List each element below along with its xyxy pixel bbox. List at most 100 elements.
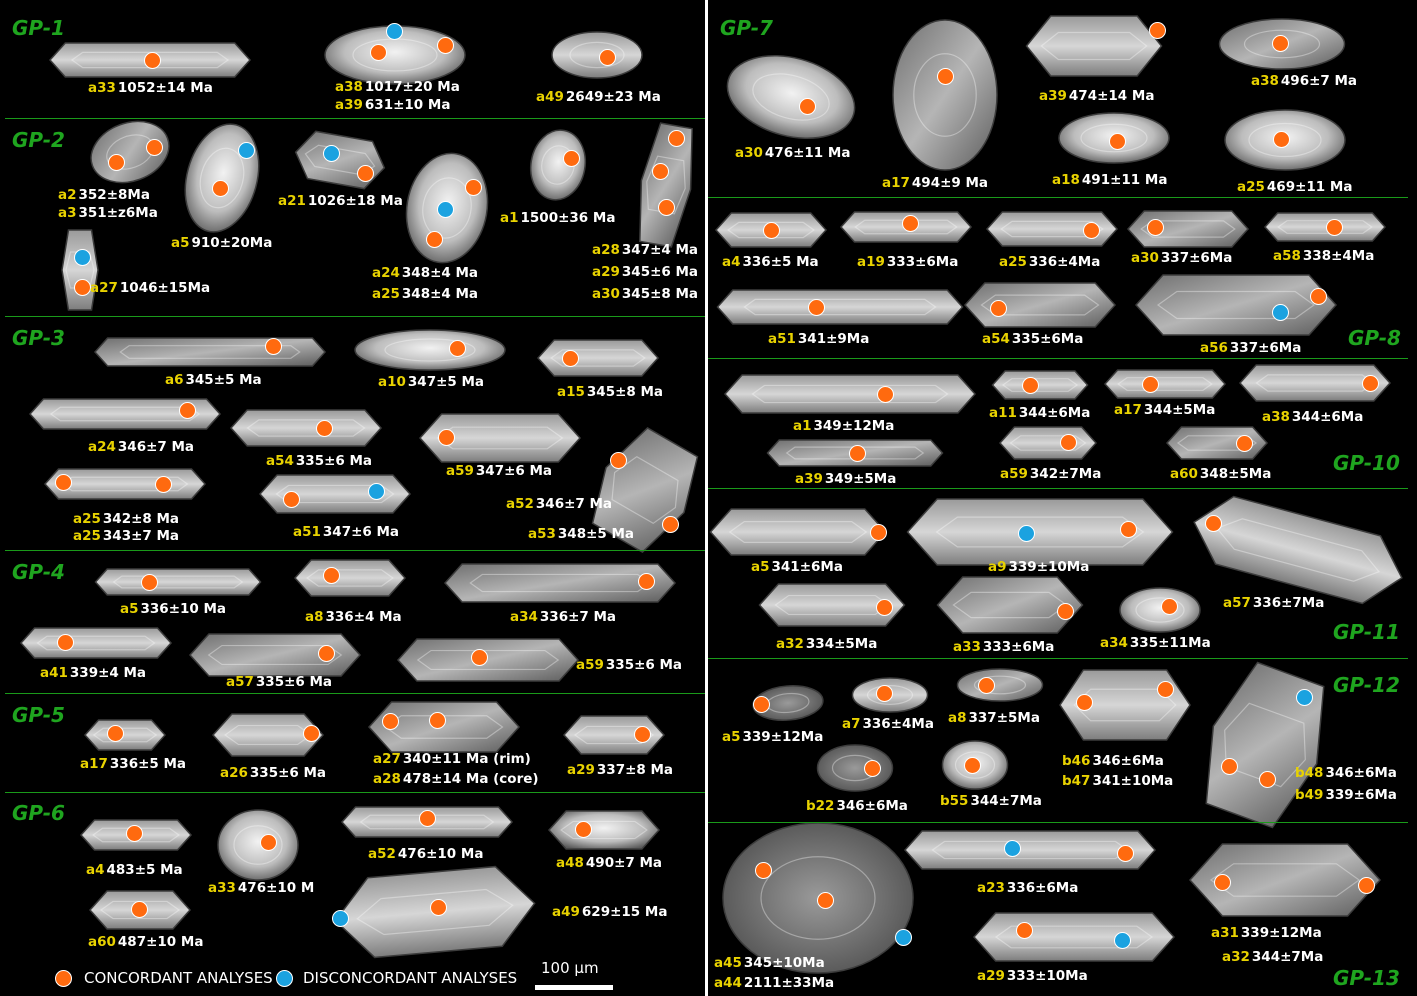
concordant-analysis-spot: [848, 444, 866, 462]
analysis-id: a8: [948, 710, 967, 726]
zircon-grain: [1134, 274, 1338, 336]
discordant-analysis-spot: [367, 482, 385, 500]
group-separator: [708, 658, 1408, 659]
analysis-id: a59: [576, 657, 604, 673]
concordant-analysis-spot: [1156, 680, 1174, 698]
analysis-id: a34: [1100, 635, 1128, 651]
analysis-id: a26: [220, 765, 248, 781]
concordant-analysis-spot: [754, 861, 772, 879]
analysis-id: a29: [567, 762, 595, 778]
zircon-grain: [816, 744, 894, 792]
analysis-age: 344±6Ma: [1018, 405, 1091, 421]
analysis-age: 336±6Ma: [1006, 880, 1079, 896]
age-label: a26 335±6 Ma: [220, 765, 326, 781]
analysis-age: 334±5Ma: [805, 636, 878, 652]
discordant-analysis-spot: [331, 909, 349, 927]
age-label: a39 474±14 Ma: [1039, 89, 1154, 104]
age-label: a30 476±11 Ma: [735, 145, 851, 161]
group-label-gp-8: GP-8: [1348, 326, 1401, 350]
age-label: a28 478±14 Ma (core): [373, 772, 539, 787]
analysis-age: 476±10 Ma: [397, 846, 484, 862]
concordant-analysis-spot: [369, 43, 387, 61]
age-label: a49 629±15 Ma: [552, 904, 667, 920]
age-label: a41 339±4 Ma: [40, 665, 147, 681]
analysis-age: 346±6Ma: [1092, 753, 1164, 769]
zircon-grain: [1263, 212, 1387, 242]
analysis-id: a29: [977, 968, 1005, 984]
concordant-analysis-spot: [936, 67, 954, 85]
analysis-age: 336±7 Ma: [539, 609, 617, 625]
analysis-age: 336±4Ma: [862, 716, 934, 732]
concordant-analysis-spot: [145, 138, 163, 156]
analysis-age: 336±4 Ma: [325, 609, 402, 625]
analysis-id: a17: [882, 175, 910, 191]
age-label: a57 335±6 Ma: [226, 675, 332, 690]
concordant-analysis-spot: [448, 339, 466, 357]
concordant-analysis-spot: [106, 724, 124, 742]
age-label: a38 344±6Ma: [1262, 410, 1363, 425]
concordant-analysis-spot: [562, 149, 580, 167]
analysis-age: 333±6Ma: [982, 639, 1055, 655]
analysis-age: 1026±18 Ma: [307, 193, 403, 209]
age-label: a25 348±4 Ma: [372, 286, 479, 302]
analysis-age: 342±8 Ma: [102, 511, 180, 527]
concordant-analysis-spot: [1148, 21, 1166, 39]
analysis-id: a49: [552, 904, 580, 920]
age-label: a5 341±6Ma: [751, 559, 843, 575]
group-label-gp-10: GP-10: [1333, 451, 1400, 475]
group-label-gp-6: GP-6: [12, 801, 65, 825]
concordant-legend-label: CONCORDANT ANALYSES: [84, 969, 273, 987]
zircon-grain: [1025, 15, 1163, 77]
concordant-analysis-spot: [807, 298, 825, 316]
discordant-analysis-spot: [322, 144, 340, 162]
age-label: a21 1026±18 Ma: [278, 193, 403, 209]
analysis-age: 348±5Ma: [1199, 466, 1272, 482]
analysis-age: 345±5 Ma: [185, 372, 262, 388]
analysis-id: a18: [1052, 172, 1080, 188]
age-label: a39 349±5Ma: [795, 472, 896, 487]
zircon-grain: [354, 329, 506, 371]
analysis-id: a30: [1131, 250, 1159, 266]
concordant-analysis-spot: [425, 230, 443, 248]
analysis-id: a4: [722, 254, 741, 270]
age-label: a3 351±z6Ma: [58, 206, 158, 221]
discordant-analysis-spot: [73, 248, 91, 266]
age-label: a28 347±4 Ma: [592, 242, 699, 258]
age-label: a4 336±5 Ma: [722, 254, 819, 270]
analysis-age: 339±12Ma: [1240, 925, 1322, 941]
concordant-analysis-spot: [667, 129, 685, 147]
group-label-gp-13: GP-13: [1333, 966, 1400, 990]
analysis-age: 335±6 Ma: [295, 453, 373, 469]
analysis-age: 347±5 Ma: [407, 374, 485, 390]
zircon-grain: [547, 810, 661, 850]
analysis-age: 341±6Ma: [771, 559, 843, 575]
concordant-analysis-spot: [436, 36, 454, 54]
analysis-age: 346±7 Ma: [535, 496, 613, 512]
concordant-analysis-spot: [178, 401, 196, 419]
analysis-age: 347±4 Ma: [621, 242, 699, 258]
analysis-age: 343±7 Ma: [102, 528, 180, 544]
analysis-age: 344±5Ma: [1143, 402, 1216, 418]
analysis-age: 346±6Ma: [1325, 765, 1397, 781]
analysis-age: 339±4 Ma: [69, 665, 147, 681]
age-label: a59 347±6 Ma: [446, 464, 552, 479]
analysis-age: 348±4 Ma: [401, 286, 479, 302]
age-label: a2 352±8Ma: [58, 188, 150, 203]
analysis-id: a49: [536, 89, 564, 105]
analysis-age: 476±11 Ma: [764, 145, 851, 161]
analysis-age: 336±5 Ma: [109, 756, 187, 772]
age-label: a24 346±7 Ma: [88, 440, 194, 455]
age-label: a34 336±7 Ma: [510, 609, 617, 625]
analysis-id: a29: [592, 264, 620, 280]
zircon-grain: [418, 413, 582, 463]
zircon-grain: [956, 668, 1044, 702]
age-label: a9 339±10Ma: [988, 560, 1089, 575]
zircon-grain: [723, 374, 977, 414]
zircon-grain: [906, 498, 1174, 566]
analysis-id: a44: [714, 975, 742, 991]
age-label: a33 333±6Ma: [953, 639, 1055, 655]
analysis-id: a56: [1200, 340, 1228, 356]
age-label: a32 334±5Ma: [776, 636, 878, 652]
age-label: a4 483±5 Ma: [86, 863, 183, 878]
